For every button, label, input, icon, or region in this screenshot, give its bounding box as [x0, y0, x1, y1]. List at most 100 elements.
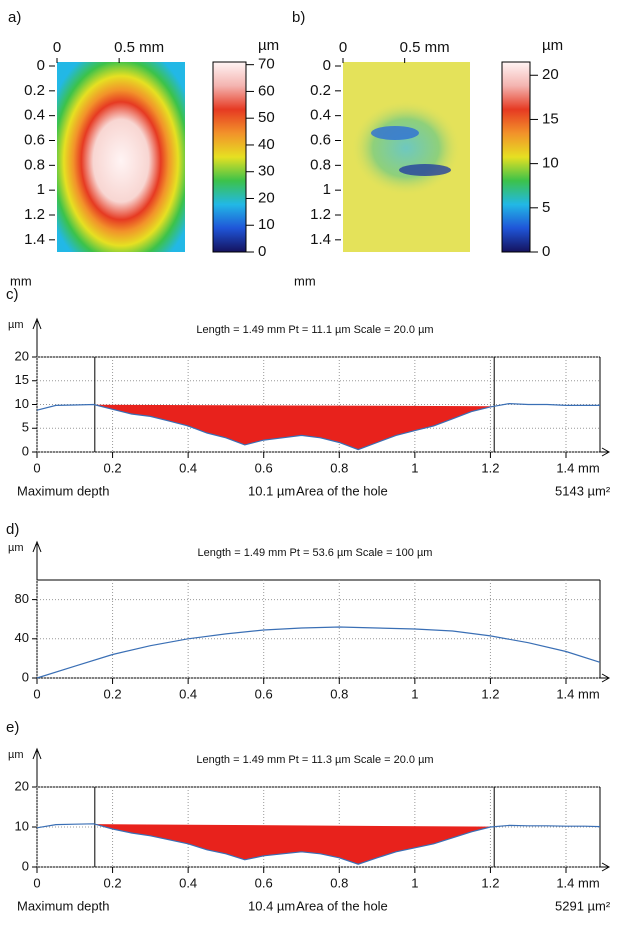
x-tick-label: 0.4 [179, 686, 197, 701]
y-unit: µm [8, 542, 24, 554]
colorbar-tick-label: 0 [542, 243, 550, 260]
hole-area [94, 824, 495, 865]
y-tick-label: 0.4 [24, 107, 45, 124]
colorbar-unit: µm [258, 37, 279, 54]
y-tick-label: 5 [22, 420, 29, 435]
stat-text: 10.4 µm [248, 898, 295, 913]
y-tick-label: 0.6 [24, 131, 45, 148]
annotation: Length = 1.49 mm Pt = 53.6 µm Scale = 10… [198, 547, 433, 559]
x-tick-label: 1.4 mm [556, 686, 599, 701]
y-tick-label: 0 [22, 443, 29, 458]
x-tick-label: 1 [411, 460, 418, 475]
y-tick-label: 20 [15, 348, 29, 363]
annotation: Length = 1.49 mm Pt = 11.3 µm Scale = 20… [196, 754, 433, 766]
height-map-a [57, 62, 185, 252]
colorbar-tick-label: 15 [542, 110, 559, 127]
x-tick-label: 1 [411, 686, 418, 701]
map-b-pit [371, 126, 419, 140]
colorbar-tick-label: 10 [542, 155, 559, 172]
y-tick-label: 0 [37, 57, 45, 74]
x-tick-label: 0 [53, 39, 61, 56]
x-tick-label: 0 [33, 460, 40, 475]
y-tick-label: 0.2 [310, 82, 331, 99]
y-unit: µm [8, 749, 24, 761]
y-tick-label: 10 [15, 396, 29, 411]
panel-label: c) [6, 286, 19, 303]
panel-label: d) [6, 521, 19, 538]
x-tick-label: 0.8 [330, 875, 348, 890]
x-tick-label: 0.2 [104, 686, 122, 701]
stat-text: 5291 µm² [555, 898, 611, 913]
y-tick-label: 10 [15, 818, 29, 833]
x-tick-label: 0 [33, 875, 40, 890]
colorbar-tick-label: 10 [258, 216, 275, 233]
y-tick-label: 0.2 [24, 82, 45, 99]
y-unit: mm [10, 273, 32, 288]
y-tick-label: 0.6 [310, 131, 331, 148]
y-tick-label: 0.8 [24, 156, 45, 173]
x-tick-label: 1.4 mm [556, 460, 599, 475]
y-tick-label: 0 [22, 669, 29, 684]
panel-label: b) [292, 9, 305, 26]
stat-text: Area of the hole [296, 483, 388, 498]
y-tick-label: 20 [15, 778, 29, 793]
colorbar-tick-label: 50 [258, 109, 275, 126]
y-tick-label: 0 [323, 57, 331, 74]
y-tick-label: 1.4 [24, 231, 45, 248]
x-tick-label: 0 [339, 39, 347, 56]
colorbar-tick-label: 20 [258, 189, 275, 206]
x-tick-label: 0.6 [255, 875, 273, 890]
profile-line [36, 823, 601, 865]
y-tick-label: 15 [15, 372, 29, 387]
x-tick-label: 0.5 mm [114, 39, 164, 56]
colorbar-tick-label: 20 [542, 66, 559, 83]
y-tick-label: 1.4 [310, 231, 331, 248]
x-tick-label: 0.2 [104, 460, 122, 475]
annotation: Length = 1.49 mm Pt = 11.1 µm Scale = 20… [196, 324, 433, 336]
profile-line [36, 626, 601, 679]
y-tick-label: 1 [323, 181, 331, 198]
stat-text: Maximum depth [17, 483, 109, 498]
profile-line [36, 402, 600, 451]
x-axis-arrow [601, 447, 611, 457]
x-tick-label: 0.6 [255, 460, 273, 475]
y-unit: mm [294, 273, 316, 288]
y-tick-label: 1 [37, 181, 45, 198]
x-tick-label: 0.8 [330, 686, 348, 701]
x-tick-label: 1.2 [481, 460, 499, 475]
x-tick-label: 0.4 [179, 875, 197, 890]
y-tick-label: 0 [22, 858, 29, 873]
colorbar-tick-label: 5 [542, 199, 550, 216]
panel-label: a) [8, 9, 21, 26]
y-tick-label: 1.2 [310, 206, 331, 223]
map-b-region [351, 100, 461, 196]
colorbar-a [212, 61, 247, 253]
y-tick-label: 40 [15, 630, 29, 645]
x-tick-label: 1.2 [481, 875, 499, 890]
stat-text: Maximum depth [17, 898, 109, 913]
y-tick-label: 1.2 [24, 206, 45, 223]
colorbar-tick-label: 30 [258, 163, 275, 180]
hole-area [94, 404, 495, 450]
x-tick-label: 1.2 [481, 686, 499, 701]
y-tick-label: 80 [15, 591, 29, 606]
y-axis-arrow [32, 317, 42, 330]
stat-text: 5143 µm² [555, 483, 611, 498]
panel-label: e) [6, 719, 19, 736]
colorbar-b [501, 61, 531, 253]
colorbar-tick-label: 40 [258, 136, 275, 153]
x-tick-label: 0.6 [255, 686, 273, 701]
x-tick-label: 0.5 mm [400, 39, 450, 56]
y-axis-arrow [32, 540, 42, 553]
y-unit: µm [8, 319, 24, 331]
x-tick-label: 0 [33, 686, 40, 701]
map-b-pit [399, 164, 451, 176]
x-axis-arrow [601, 673, 611, 683]
colorbar-tick-label: 0 [258, 243, 266, 260]
colorbar-tick-label: 60 [258, 82, 275, 99]
x-tick-label: 0.8 [330, 460, 348, 475]
y-axis-arrow [32, 747, 42, 760]
x-tick-label: 0.2 [104, 875, 122, 890]
